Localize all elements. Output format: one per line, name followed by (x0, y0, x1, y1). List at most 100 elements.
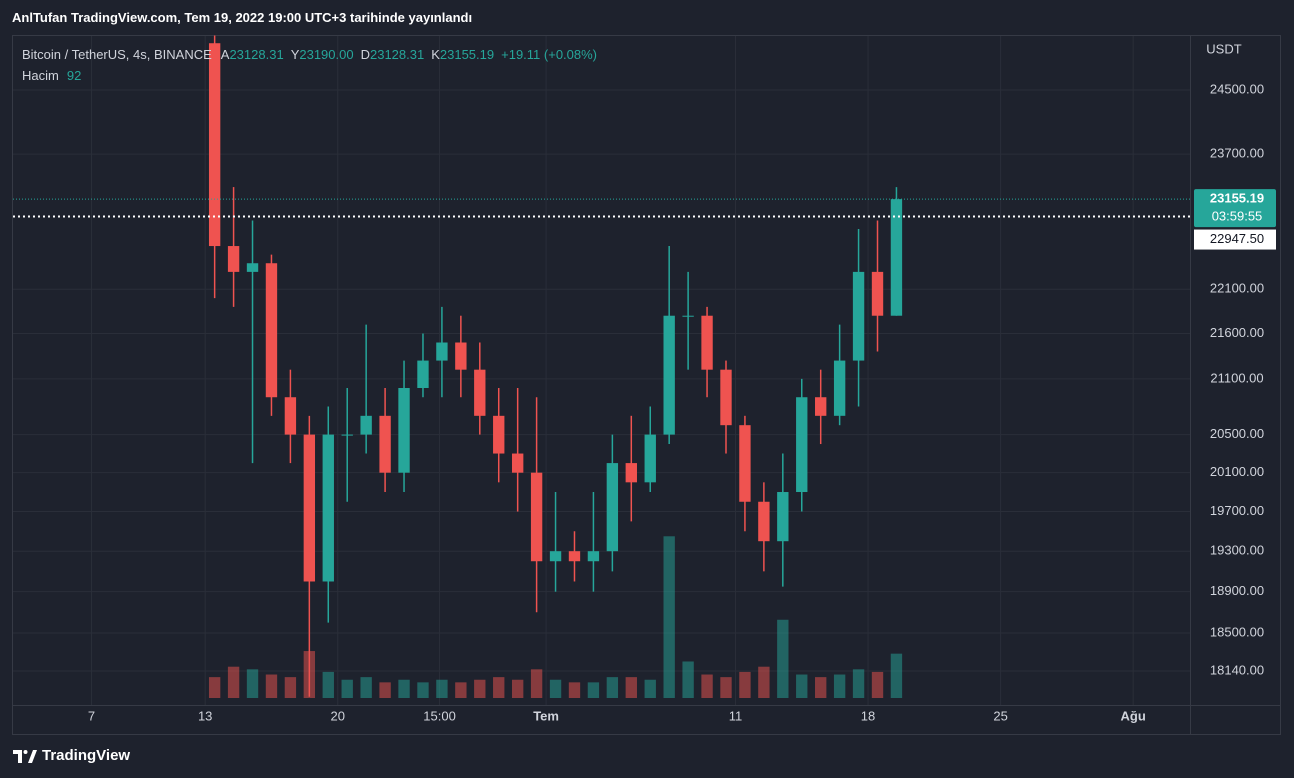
candle-body (398, 388, 410, 473)
volume-bar (644, 679, 656, 698)
chart-frame (12, 35, 1281, 735)
legend-row: Bitcoin / TetherUS, 4s, BINANCE A23128.31… (22, 44, 597, 65)
x-tick-label: 11 (729, 708, 743, 723)
candle-body (758, 501, 770, 542)
volume-bar (701, 674, 713, 698)
y-tick-label: 21100.00 (1210, 370, 1263, 385)
candle-body (455, 342, 467, 370)
x-tick-label: 7 (88, 708, 95, 723)
last-price-label: 23155.19 (1210, 191, 1264, 206)
ohlc-label: K (431, 47, 440, 62)
x-tick-label: Tem (533, 708, 559, 723)
ohlc-label: D (360, 47, 370, 62)
candle-body (549, 551, 562, 562)
volume-bar (341, 679, 353, 698)
candle-body (360, 415, 372, 435)
volume-bar (265, 674, 278, 698)
candle-body (815, 397, 827, 416)
candle-body (701, 315, 713, 370)
volume-bar (682, 661, 694, 698)
candle-body (379, 415, 391, 473)
volume-bar (436, 679, 448, 698)
volume-bar (530, 669, 543, 698)
candle-body (341, 434, 353, 436)
x-tick-label: Ağu (1121, 708, 1146, 723)
ohlc-value: 23128.31 (229, 47, 284, 62)
x-tick-label: 13 (198, 708, 212, 723)
candle-body (663, 315, 675, 435)
x-tick-label: 20 (331, 708, 345, 723)
ohlc-value: 23128.31 (369, 47, 425, 62)
y-tick-label: 21600.00 (1210, 325, 1264, 340)
candle-body (511, 453, 524, 473)
volume-bar (379, 682, 391, 698)
candle-body (644, 434, 656, 483)
y-tick-label: 19300.00 (1210, 543, 1264, 558)
ohlc-label: A (220, 47, 230, 62)
volume-bar (417, 682, 429, 698)
volume-bar (549, 679, 562, 698)
ohlc-value: 23190.00 (299, 47, 354, 62)
x-tick-label: 18 (861, 708, 875, 723)
candle-body (720, 369, 732, 426)
candle-body (284, 397, 297, 435)
volume-bar (871, 671, 884, 698)
volume-bar (322, 671, 334, 698)
countdown-label: 03:59:55 (1212, 209, 1263, 224)
y-tick-label: 18500.00 (1210, 624, 1264, 639)
candle-layer (208, 35, 903, 697)
volume-bar (815, 677, 827, 698)
candle-body (227, 246, 240, 272)
candle-body (890, 199, 903, 316)
volume-bar (777, 619, 789, 698)
volume-bar (758, 666, 770, 698)
volume-bar (720, 677, 732, 698)
volume-bar (398, 679, 410, 698)
volume-bar (890, 653, 903, 698)
ohlc-label: Y (290, 47, 300, 62)
price-change: +19.11 (+0.08%) (501, 47, 598, 62)
candle-body (777, 492, 789, 542)
candle-body (246, 263, 259, 272)
x-tick-label: 25 (993, 708, 1007, 723)
volume-bar (663, 536, 675, 698)
candle-body (606, 463, 619, 552)
volume-bar (474, 679, 486, 698)
candle-body (739, 425, 751, 502)
volume-bar (606, 677, 619, 698)
candle-body (833, 360, 846, 416)
candle-body (208, 43, 221, 247)
y-tick-label: 19700.00 (1210, 503, 1264, 518)
volume-bar (493, 677, 505, 698)
volume-bar (455, 682, 467, 698)
y-tick-label: 20100.00 (1210, 464, 1264, 479)
alert-label: 22947.50 (1210, 231, 1264, 246)
candle-body (852, 271, 865, 361)
candle-body (417, 360, 429, 389)
candle-body (530, 472, 543, 562)
candle-body (625, 463, 637, 483)
publish-header: AnlTufan TradingView.com, Tem 19, 2022 1… (12, 10, 473, 25)
legend: Bitcoin / TetherUS, 4s, BINANCE A23128.31… (22, 44, 597, 86)
candle-body (568, 551, 581, 562)
volume-bar (833, 674, 846, 698)
candle-body (436, 342, 448, 361)
candle-body (587, 551, 600, 562)
volume-bar (284, 677, 297, 698)
volume-bar (360, 677, 372, 698)
y-tick-label: 23700.00 (1210, 146, 1264, 161)
volume-bar (852, 669, 865, 698)
candle-body (265, 263, 278, 398)
y-tick-label: 18900.00 (1210, 583, 1264, 598)
candle-body (871, 271, 884, 316)
candle-body (322, 434, 334, 582)
volume-bar (796, 674, 808, 698)
volume-bar (587, 682, 600, 698)
candle-body (682, 315, 694, 317)
tradingview-logo (13, 750, 37, 763)
footer-brand: TradingView (42, 747, 131, 764)
candle-body (303, 434, 316, 582)
volume-bar (739, 671, 751, 698)
